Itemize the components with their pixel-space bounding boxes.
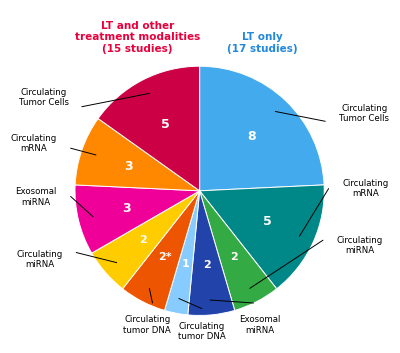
Text: Circulating
Tumor Cells: Circulating Tumor Cells — [339, 104, 389, 123]
Text: 2: 2 — [139, 235, 147, 245]
Wedge shape — [122, 191, 200, 310]
Text: 2: 2 — [230, 252, 238, 262]
Wedge shape — [75, 185, 200, 253]
Wedge shape — [98, 66, 200, 191]
Text: Circulating
tumor DNA: Circulating tumor DNA — [178, 322, 226, 341]
Wedge shape — [200, 185, 324, 289]
Text: Circulating
Tumor Cells: Circulating Tumor Cells — [19, 88, 69, 107]
Wedge shape — [188, 191, 235, 316]
Text: Circulating
mRNA: Circulating mRNA — [10, 134, 56, 153]
Text: Exosomal
miRNA: Exosomal miRNA — [15, 187, 56, 207]
Text: 8: 8 — [247, 130, 256, 143]
Wedge shape — [92, 191, 200, 289]
Text: 3: 3 — [125, 160, 133, 173]
Text: 3: 3 — [123, 202, 131, 215]
Text: Circulating
miRNA: Circulating miRNA — [337, 236, 383, 255]
Wedge shape — [200, 191, 277, 310]
Text: Circulating
miRNA: Circulating miRNA — [16, 250, 62, 269]
Wedge shape — [200, 66, 324, 191]
Wedge shape — [75, 119, 200, 191]
Wedge shape — [164, 191, 200, 315]
Text: LT only
(17 studies): LT only (17 studies) — [227, 32, 297, 54]
Text: Circulating
tumor DNA: Circulating tumor DNA — [123, 316, 171, 335]
Text: 2: 2 — [203, 260, 211, 270]
Text: Circulating
mRNA: Circulating mRNA — [343, 179, 389, 198]
Text: 5: 5 — [263, 215, 272, 228]
Text: 5: 5 — [161, 118, 170, 131]
Text: Exosomal
miRNA: Exosomal miRNA — [239, 316, 280, 335]
Text: 2*: 2* — [158, 252, 172, 262]
Text: LT and other
treatment modalities
(15 studies): LT and other treatment modalities (15 st… — [75, 20, 200, 54]
Text: 1: 1 — [182, 259, 189, 269]
